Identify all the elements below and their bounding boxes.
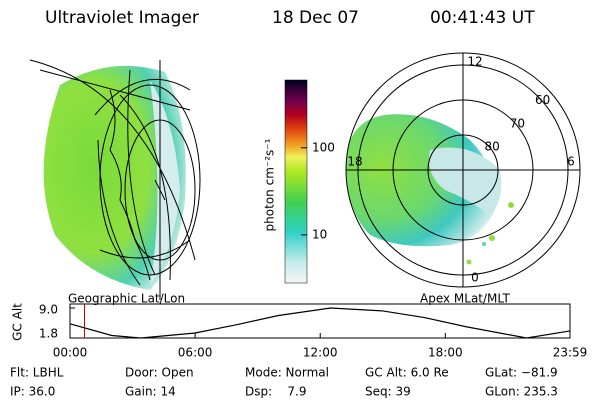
footer: Flt: LBHL Door: Open Mode: Normal GC Alt: 6… <box>10 366 558 399</box>
lat-label: 80 <box>485 139 500 153</box>
y-tick-label: 1.8 <box>39 327 58 341</box>
left-panel-label: Geographic Lat/Lon <box>68 292 185 306</box>
altitude-line <box>69 307 571 339</box>
status-field: Seq: 39 <box>365 385 411 399</box>
mlt-label: 0 <box>471 271 479 285</box>
lat-ring <box>427 134 499 206</box>
timeline: 9.0 1.8 00:00 06:00 12:00 18:00 23:59 <box>39 303 587 360</box>
status-field: GC Alt: 6.0 Re <box>365 366 449 380</box>
colorbar-tick-label: 100 <box>312 140 335 154</box>
x-tick-label: 23:59 <box>553 346 588 360</box>
status-field: Gain: 14 <box>125 385 176 399</box>
x-tick-label: 18:00 <box>428 346 463 360</box>
colorbar <box>284 79 308 284</box>
timeline-ylabel: GC Alt <box>11 303 25 341</box>
geographic-image <box>29 59 201 300</box>
mlt-label: 12 <box>467 55 482 69</box>
title: Ultraviolet Imager <box>45 8 199 28</box>
lat-ring <box>392 99 534 241</box>
status-field: Door: Open <box>125 366 194 380</box>
lat-label: 60 <box>535 93 550 107</box>
colorbar-ticks: 10 100 <box>301 140 335 241</box>
mlt-label: 18 <box>347 155 362 169</box>
x-tick-label: 00:00 <box>53 346 88 360</box>
lat-label: 70 <box>510 116 525 130</box>
mlt-label: 6 <box>567 155 575 169</box>
x-tick-label: 06:00 <box>178 346 213 360</box>
status-field: GLat: −81.9 <box>485 366 558 380</box>
time: 00:41:43 UT <box>430 8 535 28</box>
x-tick-label: 12:00 <box>303 346 338 360</box>
colorbar-label: photon cm⁻²s⁻¹ <box>263 138 277 231</box>
status-field: IP: 36.0 <box>10 385 55 399</box>
status-field: GLon: 235.3 <box>485 385 558 399</box>
status-field: Dsp: 7.9 <box>245 385 307 399</box>
date: 18 Dec 07 <box>272 8 359 28</box>
status-field: Mode: Normal <box>245 366 329 380</box>
lat-ring <box>357 64 569 276</box>
right-panel-label: Apex MLat/MLT <box>420 292 510 306</box>
status-field: Flt: LBHL <box>10 366 64 380</box>
y-tick-label: 9.0 <box>39 303 58 317</box>
colorbar-tick-label: 10 <box>312 227 327 241</box>
